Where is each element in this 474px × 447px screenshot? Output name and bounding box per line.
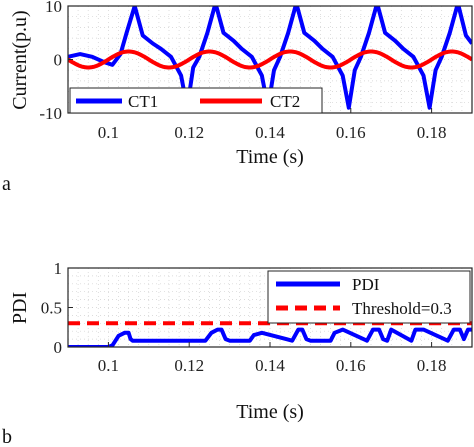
legend-label-ct2: CT2: [270, 92, 300, 111]
chart-b-legend-box: [267, 270, 471, 324]
x-tick-label: 0.16: [336, 123, 366, 142]
chart-b: 0.1 0.12 0.14 0.16 0.18 00.51 PDI Time (s) b…: [2, 259, 473, 447]
chart-a-ylabel: Current(p.u): [9, 10, 31, 109]
y-tick-label: 10: [45, 0, 62, 16]
series-line-pdi: [68, 327, 472, 347]
chart-a-lines: [68, 6, 472, 110]
series-line-ct2: [68, 49, 472, 70]
x-tick-label: 0.1: [98, 356, 119, 375]
x-tick-label: 0.14: [255, 356, 285, 375]
chart-a-xlabel: Time (s): [236, 146, 304, 168]
y-tick-label: 0.5: [41, 299, 62, 318]
legend-label-pdi: PDI: [352, 275, 380, 294]
x-tick-label: 0.16: [336, 356, 366, 375]
chart-a-panel-tag: a: [2, 173, 11, 195]
chart-b-legend: PDI Threshold=0.3: [267, 270, 471, 324]
y-tick-label: -10: [39, 104, 62, 123]
chart-b-panel-tag: b: [2, 426, 12, 447]
x-tick-label: 0.12: [174, 123, 204, 142]
y-tick-label: 1: [54, 259, 63, 278]
x-tick-label: 0.14: [255, 123, 285, 142]
y-tick-label: 0: [54, 338, 63, 357]
chart-b-ylabel: PDI: [9, 292, 31, 324]
x-tick-label: 0.18: [417, 356, 447, 375]
x-tick-label: 0.1: [98, 123, 119, 142]
chart-a-legend: CT1 CT2: [69, 87, 323, 114]
x-tick-label: 0.18: [417, 123, 447, 142]
y-tick-label: 0: [54, 51, 63, 70]
series-line-ct1: [68, 6, 472, 110]
legend-label-ct1: CT1: [128, 92, 158, 111]
x-tick-label: 0.12: [174, 356, 204, 375]
legend-label-threshold: Threshold=0.3: [352, 299, 452, 318]
chart-b-x-ticks: 0.1 0.12 0.14 0.16 0.18: [98, 342, 447, 375]
chart-a-y-ticks: -10 0 10: [39, 0, 73, 123]
chart-b-y-ticks: 00.51: [41, 259, 73, 357]
chart-b-xlabel: Time (s): [236, 401, 304, 423]
